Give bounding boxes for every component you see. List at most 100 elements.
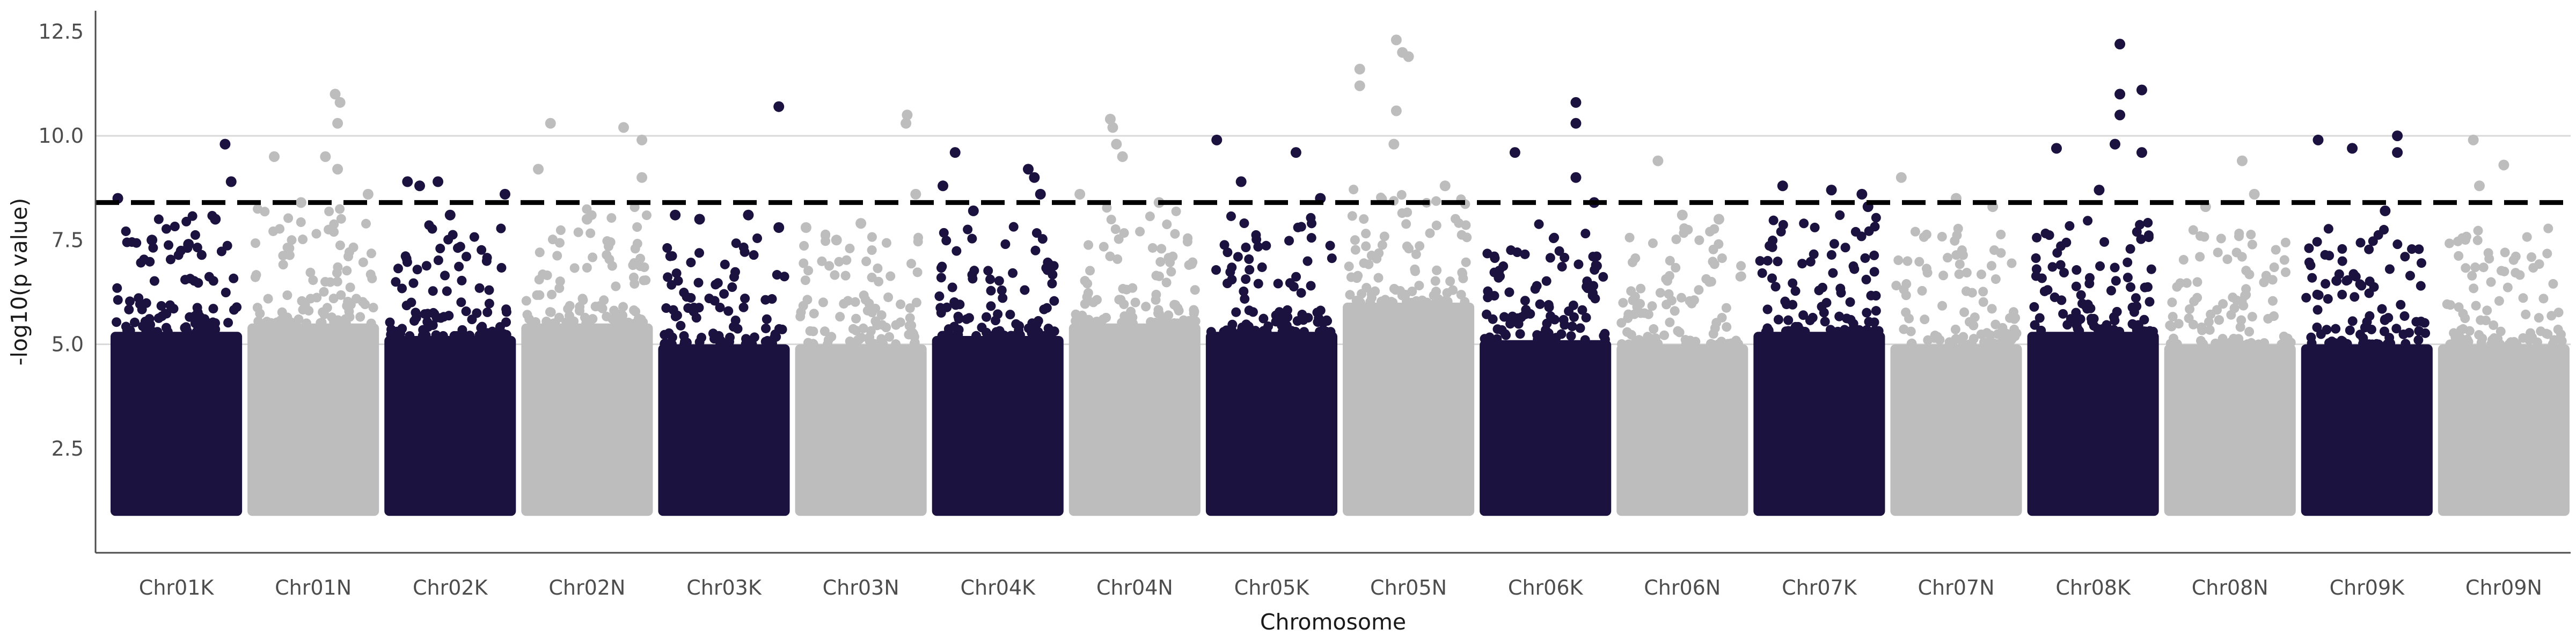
snp-point (1488, 314, 1498, 324)
snp-point (1929, 333, 1940, 343)
snp-point (2277, 339, 2287, 349)
snp-point (1554, 246, 1564, 256)
snp-point (1460, 297, 1470, 307)
snp-point (2050, 292, 2060, 302)
snp-point (1996, 229, 2006, 239)
snp-peak-point (1896, 172, 1907, 183)
snp-point (2192, 277, 2202, 287)
snp-point (939, 228, 949, 238)
snp-point (196, 250, 207, 260)
snp-point (2416, 281, 2426, 291)
snp-point (1662, 276, 1672, 286)
snp-point (1783, 315, 1794, 325)
snp-point (1258, 313, 1269, 324)
snp-peak-point (2392, 130, 2403, 142)
snp-point (2263, 313, 2273, 324)
snp-point (1442, 288, 1452, 298)
snp-point (586, 228, 596, 238)
snp-point (125, 296, 135, 306)
snp-point (1623, 339, 1634, 349)
snp-point (2237, 296, 2247, 306)
snp-point (1456, 290, 1466, 300)
snp-point (853, 335, 863, 345)
snp-point (1261, 240, 1271, 251)
snp-point (912, 267, 923, 277)
snp-point (408, 278, 419, 288)
snp-point (1755, 256, 1765, 266)
snp-point (1910, 226, 1920, 237)
snp-point (742, 339, 752, 349)
snp-point (993, 309, 1003, 319)
snp-point (2267, 296, 2278, 306)
snp-point (342, 266, 352, 276)
snp-point (1461, 220, 1471, 230)
snp-point (2472, 235, 2483, 245)
snp-point (777, 324, 787, 334)
snp-point (345, 282, 355, 292)
snp-peak-point (773, 101, 785, 112)
snp-point (1114, 295, 1124, 305)
snp-peak-point (1652, 155, 1664, 166)
snp-point (1105, 251, 1115, 261)
snp-point (548, 318, 559, 328)
snp-point (859, 290, 869, 301)
snp-point (2143, 232, 2154, 243)
snp-point (2178, 255, 2189, 265)
snp-point (881, 323, 891, 333)
snp-point (1736, 261, 1746, 271)
snp-point (1351, 296, 1362, 306)
snp-point (1864, 317, 1874, 327)
snp-point (1959, 307, 1970, 317)
snp-peak-point (694, 214, 705, 225)
snp-point (904, 321, 914, 331)
snp-point (1575, 323, 1585, 333)
snp-point (535, 290, 545, 300)
snp-point (604, 254, 614, 265)
snp-point (2323, 224, 2333, 234)
snp-point (883, 292, 894, 302)
snp-point (2350, 292, 2360, 302)
snp-point (2379, 326, 2389, 336)
snp-point (2373, 230, 2383, 240)
snp-point (368, 303, 378, 313)
snp-point (1921, 264, 1931, 274)
snp-point (1251, 230, 1261, 240)
snp-point (1500, 329, 1510, 339)
snp-point (2512, 339, 2522, 349)
snp-point (2035, 313, 2045, 323)
snp-point (987, 331, 998, 341)
snp-point (1312, 308, 1322, 318)
snp-point (1920, 314, 1930, 325)
snp-point (2099, 237, 2110, 247)
snp-point (1008, 222, 1019, 232)
snp-point (1694, 235, 1704, 245)
snp-point (632, 238, 642, 248)
point-mass-Chr09N (2438, 344, 2570, 516)
point-mass-Chr08K (2027, 332, 2159, 516)
snp-point (1976, 269, 1986, 280)
snp-point (1566, 331, 1576, 341)
snp-point (477, 321, 487, 332)
snp-point (1706, 339, 1716, 349)
snp-point (1967, 339, 1977, 349)
snp-point (1871, 306, 1881, 316)
snp-point (2454, 302, 2464, 312)
snp-point (1233, 252, 1243, 262)
snp-point (2384, 264, 2395, 274)
snp-point (229, 273, 239, 283)
snp-point (981, 312, 991, 322)
snp-point (1430, 276, 1440, 286)
snp-point (2442, 299, 2452, 309)
snp-point (367, 273, 377, 283)
point-mass-Chr06K (1480, 340, 1612, 516)
snp-point (431, 330, 441, 340)
snp-point (121, 226, 131, 236)
snp-point (977, 323, 987, 333)
snp-point (2131, 293, 2141, 303)
snp-point (1790, 321, 1801, 332)
snp-point (1820, 317, 1830, 327)
snp-peak-point (618, 122, 630, 133)
snp-peak-point (743, 209, 754, 221)
snp-point (1433, 294, 1444, 304)
snp-point (1521, 305, 1531, 315)
